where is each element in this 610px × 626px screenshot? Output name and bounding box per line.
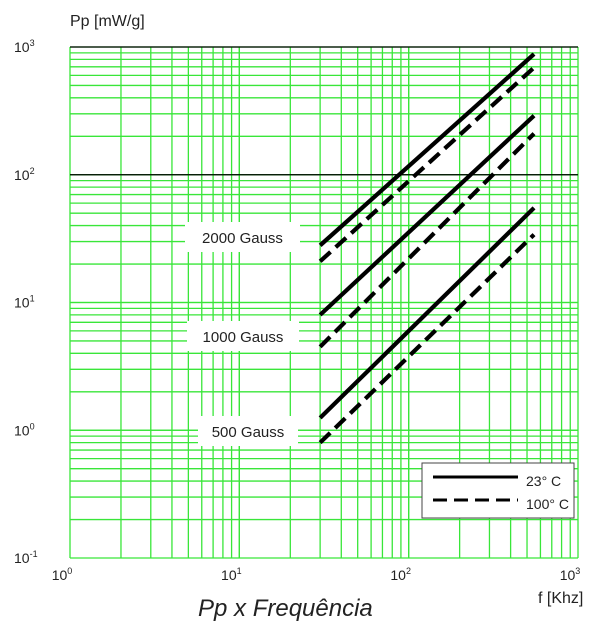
y-tick-label: 10-1 — [14, 549, 38, 566]
group-label-box — [185, 222, 300, 252]
y-tick-label: 102 — [14, 166, 35, 183]
series-line-0 — [318, 52, 536, 247]
series-line-2 — [318, 114, 536, 317]
series-line-1 — [318, 66, 536, 263]
y-tick-label: 100 — [14, 421, 35, 438]
legend-box — [421, 462, 575, 519]
group-label-box — [198, 416, 298, 446]
series-line-4 — [318, 206, 536, 420]
legend: 23° C 100° C — [421, 462, 575, 519]
x-tick-label: 100 — [52, 566, 73, 583]
y-tick-label: 101 — [14, 294, 35, 311]
legend-label: 23° C — [526, 473, 561, 489]
y-tick-label: 103 — [14, 38, 35, 55]
series-group — [318, 52, 536, 445]
group-label: 1000 Gauss — [203, 329, 284, 346]
group-labels: 2000 Gauss 1000 Gauss 500 Gauss — [185, 222, 300, 446]
x-tick-label: 101 — [221, 566, 242, 583]
x-axis-label: f [Khz] — [538, 590, 583, 607]
group-label-box — [187, 321, 299, 351]
x-tick-label: 102 — [390, 566, 411, 583]
series-line-5 — [318, 233, 536, 445]
group-label: 2000 Gauss — [202, 230, 283, 247]
legend-label: 100° C — [526, 496, 569, 512]
group-label: 500 Gauss — [212, 424, 285, 441]
series-line-3 — [318, 132, 536, 349]
chart-title: Pp x Frequência — [198, 595, 373, 622]
x-tick-label: 103 — [560, 566, 581, 583]
y-axis-label: Pp [mW/g] — [70, 13, 145, 30]
axes: 100 101 102 103 103 102 101 100 10-1 — [14, 38, 580, 583]
